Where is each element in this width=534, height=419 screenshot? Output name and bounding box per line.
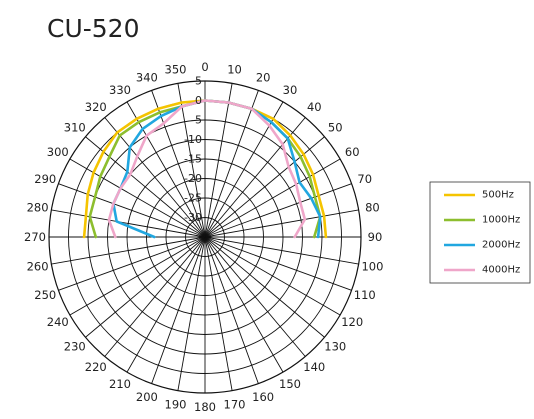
angle-tick-label: 220 xyxy=(85,360,107,374)
angle-tick-label: 170 xyxy=(224,397,246,411)
angle-tick-label: 70 xyxy=(357,172,372,186)
angle-tick-label: 120 xyxy=(341,315,363,329)
grid-spoke xyxy=(51,209,206,238)
grid xyxy=(48,80,362,394)
angle-tick-label: 0 xyxy=(201,60,208,74)
grid-spoke xyxy=(204,83,233,238)
angle-tick-label: 340 xyxy=(136,70,158,84)
angle-tick-label: 210 xyxy=(109,377,131,391)
grid-spoke xyxy=(204,236,325,338)
angle-tick-label: 290 xyxy=(34,172,56,186)
angle-tick-label: 350 xyxy=(165,63,187,77)
angle-tick-label: 190 xyxy=(165,397,187,411)
grid-spoke xyxy=(51,236,206,265)
grid-spoke xyxy=(204,236,306,357)
angle-tick-label: 260 xyxy=(27,260,49,274)
series-line-4000Hz xyxy=(107,99,307,239)
angle-tick-label: 330 xyxy=(109,83,131,97)
legend-box xyxy=(429,181,531,284)
grid-spoke xyxy=(104,236,206,357)
grid-spoke xyxy=(204,236,352,291)
angle-tick-label: 180 xyxy=(194,400,216,414)
angle-tick-label: 320 xyxy=(85,100,107,114)
angle-tick-label: 200 xyxy=(136,390,158,404)
grid-spoke xyxy=(204,236,259,384)
angle-tick-label: 40 xyxy=(307,100,322,114)
radial-labels: 5 0 -5 -10 -15 -20 -25 -30 xyxy=(184,75,202,225)
legend-label: 2000Hz xyxy=(482,240,520,251)
grid-spoke xyxy=(126,236,206,373)
grid-spoke xyxy=(177,236,206,391)
angle-tick-label: 310 xyxy=(64,121,86,135)
grid-spoke xyxy=(85,136,206,238)
angle-tick-label: 130 xyxy=(324,339,346,353)
angle-tick-label: 270 xyxy=(24,230,46,244)
radial-tick-label: -30 xyxy=(184,211,202,224)
angle-tick-label: 10 xyxy=(227,63,242,77)
legend-label: 4000Hz xyxy=(482,265,520,276)
grid-spoke xyxy=(204,236,359,265)
angle-tick-label: 250 xyxy=(34,288,56,302)
angle-labels: 0 102030405060708090100110120130140150160… xyxy=(24,60,383,414)
angle-tick-label: 280 xyxy=(27,200,49,214)
grid-spoke xyxy=(85,236,206,338)
angle-tick-label: 60 xyxy=(345,145,360,159)
radial-tick-label: 0 xyxy=(195,94,202,107)
angle-tick-label: 90 xyxy=(368,230,383,244)
grid-spoke xyxy=(69,236,206,316)
angle-tick-label: 80 xyxy=(365,200,380,214)
legend: 500Hz 1000Hz 2000Hz 4000Hz xyxy=(429,181,531,284)
radial-tick-label: -5 xyxy=(191,114,202,127)
chart-title: CU-520 xyxy=(47,14,140,43)
series-group xyxy=(82,99,328,239)
radial-tick-label: 5 xyxy=(195,75,202,88)
radial-tick-label: -20 xyxy=(184,172,202,185)
grid-spoke xyxy=(58,236,206,291)
angle-tick-label: 140 xyxy=(303,360,325,374)
angle-tick-label: 300 xyxy=(47,145,69,159)
angle-tick-label: 50 xyxy=(328,121,343,135)
grid-spoke xyxy=(204,236,341,316)
angle-tick-label: 230 xyxy=(64,339,86,353)
radial-tick-label: -15 xyxy=(184,153,202,166)
legend-label: 500Hz xyxy=(482,190,514,201)
angle-tick-label: 100 xyxy=(361,260,383,274)
radial-tick-label: -10 xyxy=(184,133,202,146)
angle-tick-label: 160 xyxy=(252,390,274,404)
angle-tick-label: 150 xyxy=(279,377,301,391)
grid-spoke xyxy=(204,183,352,238)
grid-spoke xyxy=(204,158,341,238)
radial-tick-label: -25 xyxy=(184,192,202,205)
angle-tick-label: 30 xyxy=(283,83,298,97)
grid-spoke xyxy=(204,236,233,391)
grid-spoke xyxy=(58,183,206,238)
grid-spoke xyxy=(126,101,206,238)
grid-spoke xyxy=(204,236,284,373)
angle-tick-label: 110 xyxy=(354,288,376,302)
angle-tick-label: 240 xyxy=(47,315,69,329)
legend-label: 1000Hz xyxy=(482,215,520,226)
grid-spoke xyxy=(151,236,206,384)
grid-spoke xyxy=(177,83,206,238)
grid-spoke xyxy=(104,117,206,238)
grid-spoke xyxy=(204,90,259,238)
angle-tick-label: 20 xyxy=(256,70,271,84)
grid-spoke xyxy=(204,209,359,238)
